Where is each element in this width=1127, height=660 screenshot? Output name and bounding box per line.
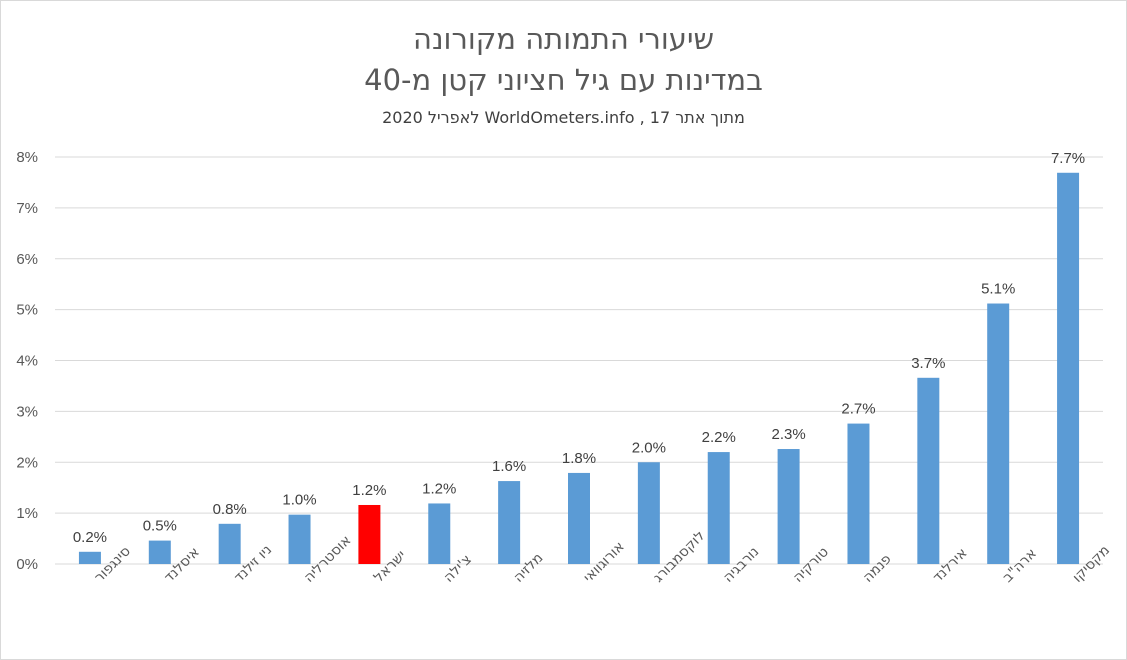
data-label: 2.3% bbox=[771, 426, 805, 443]
y-tick-label: 5% bbox=[16, 302, 38, 319]
bar bbox=[78, 551, 101, 564]
chart-subtitle: במדינות עם גיל חציוני קטן מ-40 bbox=[364, 63, 763, 97]
bar bbox=[288, 514, 311, 564]
bar bbox=[148, 540, 171, 564]
bar bbox=[358, 504, 381, 564]
chart-title: שיעורי התמותה מקורונה bbox=[413, 22, 714, 56]
bar bbox=[568, 472, 590, 564]
bar bbox=[428, 503, 451, 564]
y-tick-label: 3% bbox=[16, 403, 38, 420]
data-label: 1.6% bbox=[492, 458, 526, 475]
data-label: 1.2% bbox=[352, 482, 386, 499]
y-tick-label: 4% bbox=[16, 353, 38, 370]
bar bbox=[777, 449, 800, 564]
bar bbox=[917, 377, 940, 564]
data-label: 3.7% bbox=[911, 355, 945, 372]
data-label: 0.8% bbox=[213, 501, 247, 518]
y-tick-label: 1% bbox=[16, 505, 38, 522]
bar bbox=[1057, 172, 1080, 565]
data-label: 0.5% bbox=[143, 518, 177, 535]
chart-source-note: מתוך אתר WorldOmeters.info , 17 לאפריל 2… bbox=[382, 108, 745, 127]
data-label: 0.2% bbox=[73, 529, 107, 546]
bar bbox=[707, 452, 730, 564]
y-tick-label: 8% bbox=[16, 149, 38, 166]
data-label: 1.2% bbox=[422, 480, 456, 497]
bar bbox=[987, 303, 1010, 564]
y-tick-label: 6% bbox=[16, 251, 38, 268]
data-label: 5.1% bbox=[981, 281, 1015, 298]
y-tick-label: 7% bbox=[16, 200, 38, 217]
y-tick-label: 0% bbox=[16, 556, 38, 573]
bar bbox=[498, 481, 521, 564]
data-label: 1.8% bbox=[562, 450, 596, 467]
data-label: 2.7% bbox=[841, 401, 875, 418]
bar bbox=[218, 523, 241, 564]
data-label: 1.0% bbox=[282, 492, 316, 509]
data-label: 2.2% bbox=[702, 429, 736, 446]
data-label: 7.7% bbox=[1051, 150, 1085, 167]
y-tick-label: 2% bbox=[16, 454, 38, 471]
bar bbox=[847, 423, 870, 564]
bar bbox=[637, 462, 660, 564]
category-label: סינגפור bbox=[91, 543, 133, 585]
data-label: 2.0% bbox=[632, 439, 666, 456]
